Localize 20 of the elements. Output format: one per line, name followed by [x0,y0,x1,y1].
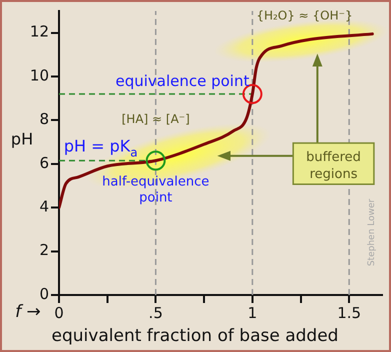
annotation: Stephen Lower [366,198,377,266]
y-tick-label: 6 [39,154,49,172]
text: f → [15,302,41,322]
y-tick-label: 4 [39,198,49,216]
y-tick-label: 2 [39,241,49,260]
y-tick-label: 10 [30,66,49,84]
x-tick-label: .5 [148,304,163,322]
y-tick-label: 0 [39,284,49,303]
annotation: [HA] ≈ [A⁻] [122,112,190,126]
annotation: {H₂O} ≈ {OH⁻} [256,8,353,23]
annotation: buffered regions [306,150,361,182]
y-tick-label: 8 [39,110,49,128]
ref-line-label: half-equivalence point [102,174,210,206]
x-tick-label: 0 [54,304,64,322]
y-tick-label: 12 [30,22,49,41]
y-axis-title: pH [10,129,34,148]
ref-line-label: equivalence point [115,72,250,90]
x-tick-label: 1.5 [337,304,362,322]
x-tick-label: 1 [248,304,258,322]
x-axis-title: equivalent fraction of base added [52,326,338,346]
